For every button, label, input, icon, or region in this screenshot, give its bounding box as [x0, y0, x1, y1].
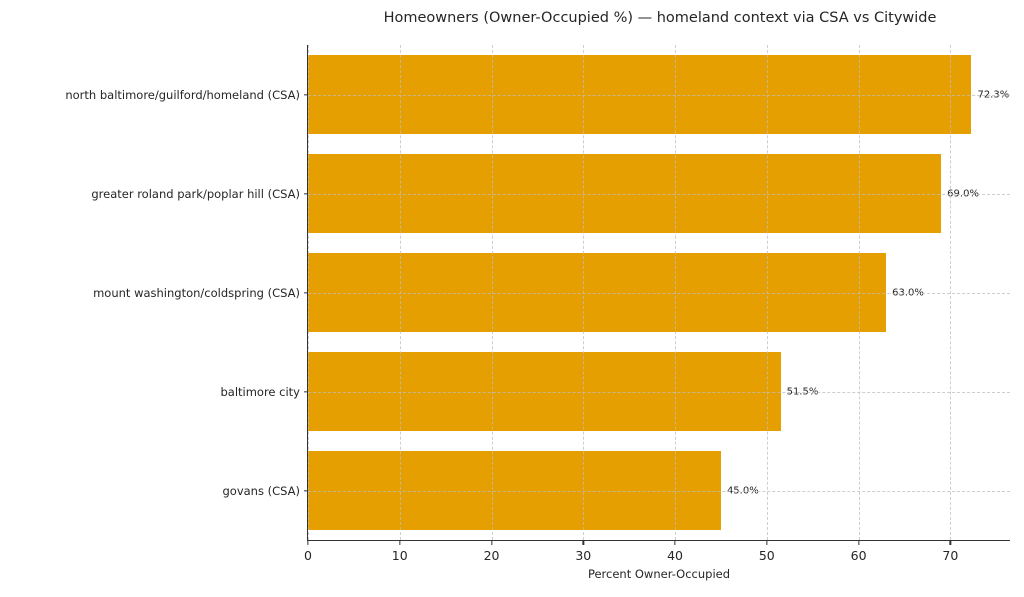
bar-greater-roland-park-poplar-hill-CSA- — [308, 153, 942, 234]
y-category-label: greater roland park/poplar hill (CSA) — [91, 186, 300, 201]
y-tick-mark — [304, 489, 308, 492]
bar-mount-washington-coldspring-CSA- — [308, 252, 887, 333]
y-tick-mark — [304, 291, 308, 294]
horizontal-gridline — [308, 193, 1010, 195]
y-tick-mark — [304, 390, 308, 393]
bar-baltimore-city — [308, 351, 781, 432]
bar-govans-CSA- — [308, 450, 721, 531]
y-category-label: north baltimore/guilford/homeland (CSA) — [65, 87, 300, 102]
x-tick-mark — [582, 541, 584, 545]
x-tick-label: 20 — [483, 548, 500, 563]
x-axis-spine — [307, 539, 1010, 541]
x-tick-mark — [766, 541, 768, 545]
x-tick-label: 70 — [942, 548, 959, 563]
x-tick-label: 60 — [850, 548, 867, 563]
horizontal-gridline — [308, 292, 1010, 294]
chart-title: Homeowners (Owner-Occupied %) — homeland… — [383, 10, 937, 26]
y-tick-mark — [304, 192, 308, 195]
x-axis-label: Percent Owner-Occupied — [587, 567, 731, 581]
horizontal-gridline — [308, 490, 1010, 492]
x-tick-mark — [949, 541, 951, 545]
x-tick-mark — [399, 541, 401, 545]
x-tick-mark — [857, 541, 860, 545]
x-tick-label: 0 — [304, 548, 312, 563]
y-category-label: baltimore city — [220, 384, 300, 399]
y-category-label: mount washington/coldspring (CSA) — [93, 285, 300, 300]
x-tick-mark — [490, 541, 493, 545]
x-tick-label: 30 — [575, 548, 592, 563]
horizontal-gridline — [308, 391, 1010, 393]
horizontal-gridline — [308, 94, 1010, 96]
y-category-label: govans (CSA) — [222, 483, 300, 498]
x-tick-label: 40 — [667, 548, 683, 563]
bar-north-baltimore-guilford-homeland-CSA- — [308, 54, 972, 135]
x-tick-label: 10 — [391, 548, 408, 563]
x-tick-label: 50 — [758, 548, 775, 563]
x-tick-mark — [307, 541, 309, 545]
plot-area: 72.3% 69.0% 63.0% 51.5% 45.0% — [307, 45, 1010, 541]
y-tick-mark — [304, 93, 308, 96]
x-tick-mark — [674, 541, 676, 545]
